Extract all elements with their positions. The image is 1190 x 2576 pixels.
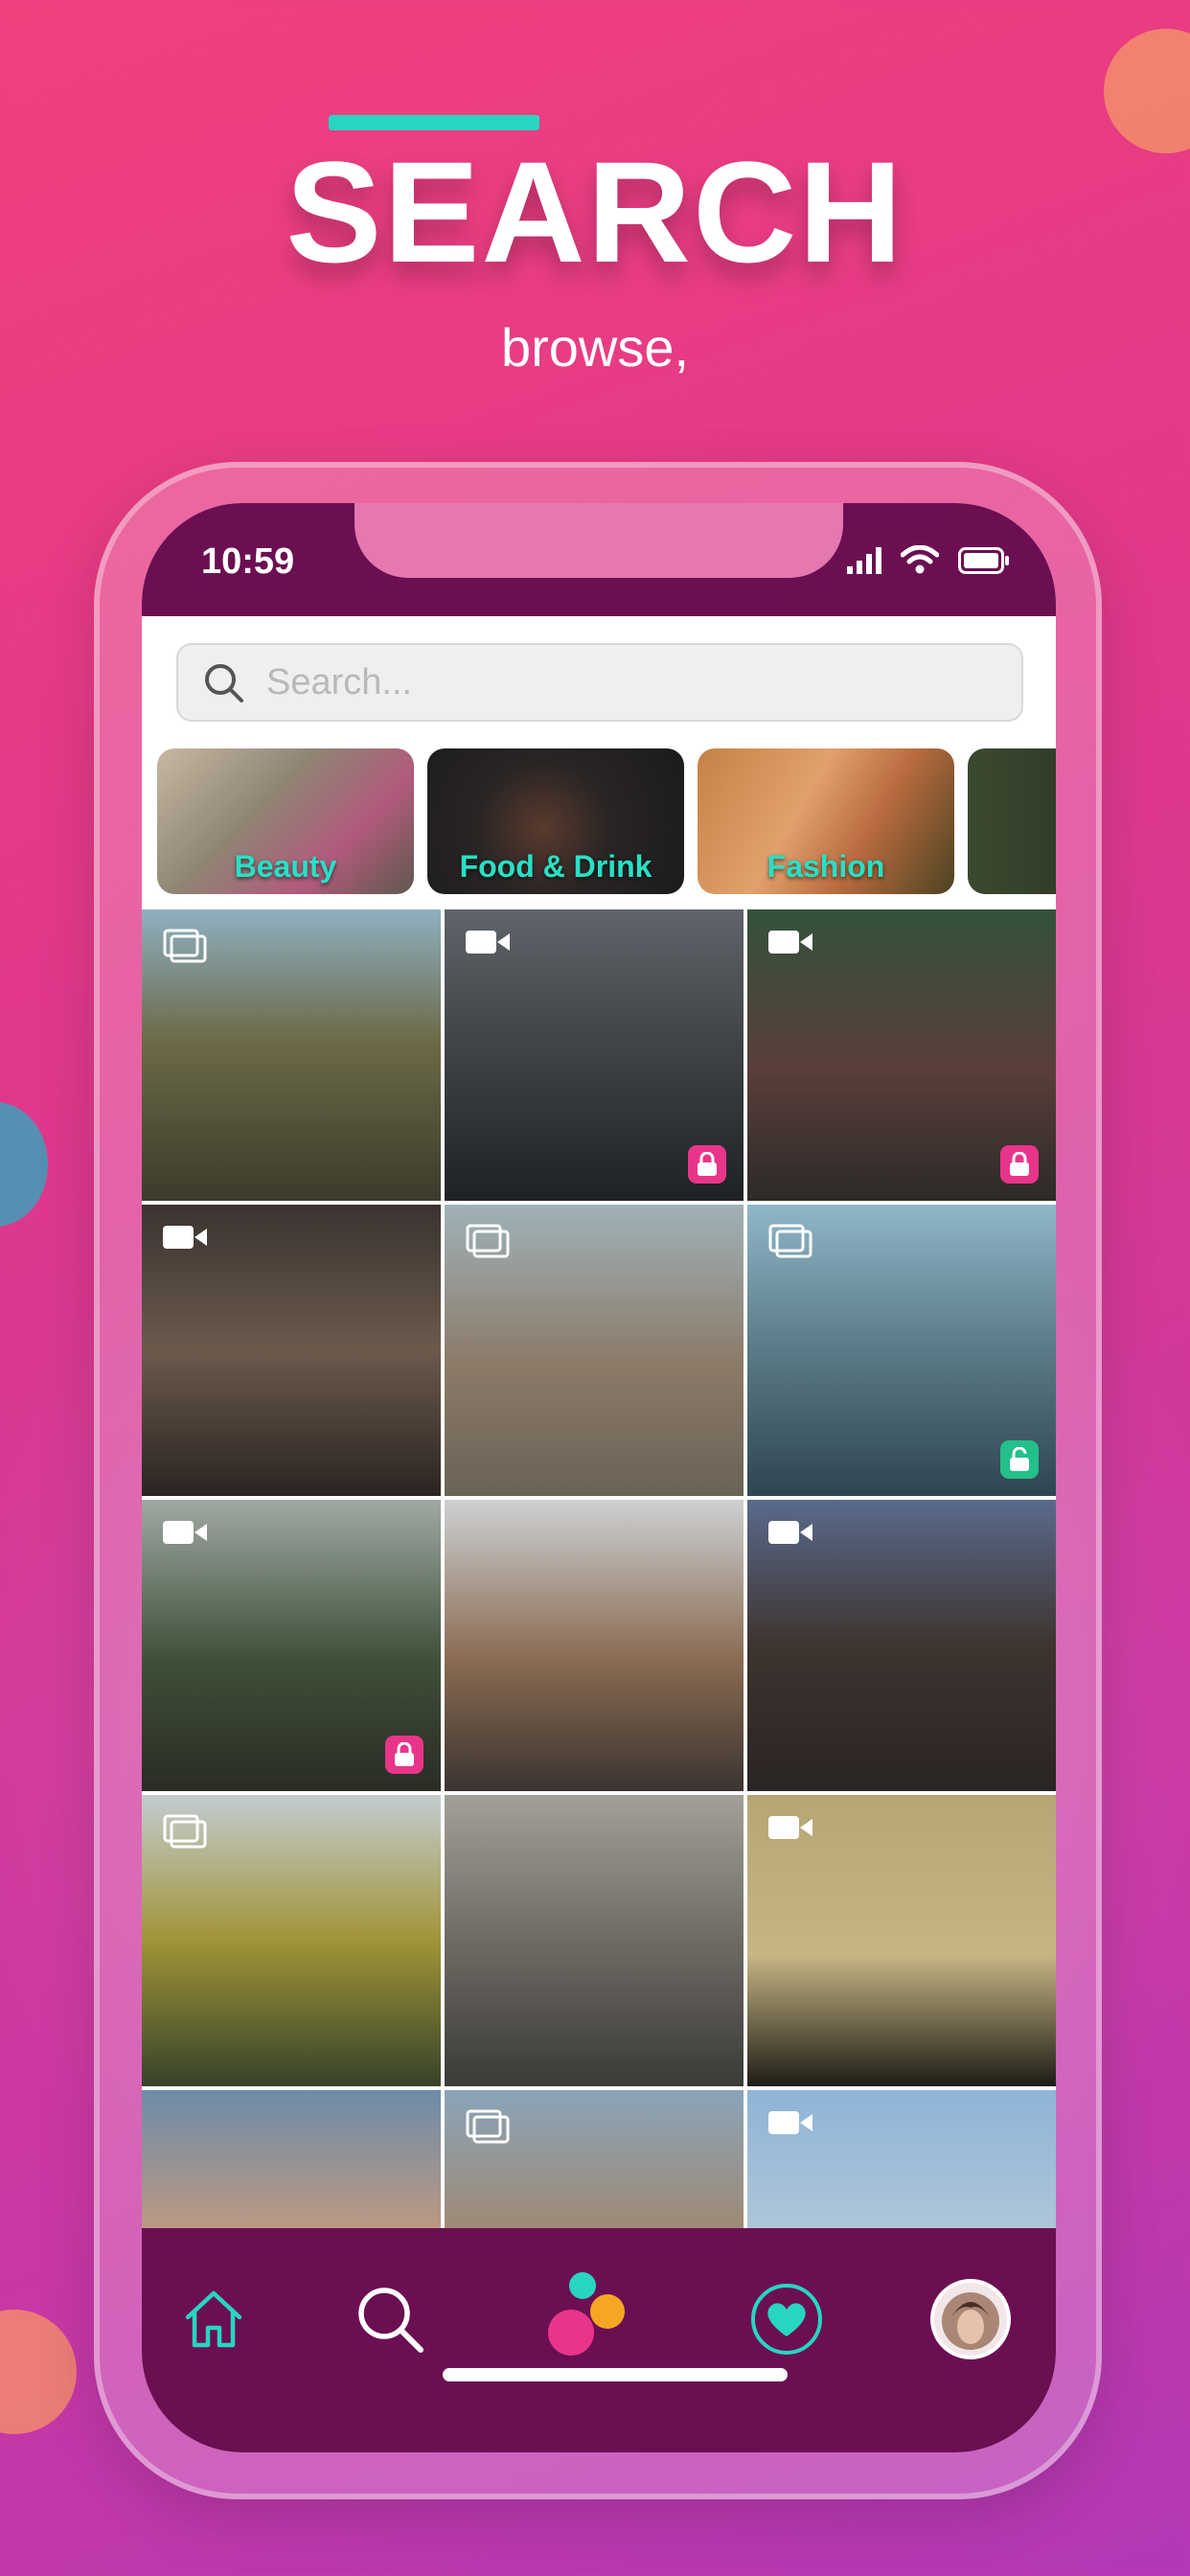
video-icon xyxy=(163,1226,207,1249)
status-time: 10:59 xyxy=(201,541,295,582)
locked-badge xyxy=(385,1736,423,1774)
locked-badge xyxy=(688,1145,726,1184)
promo-subline: browse, xyxy=(500,317,690,378)
create-icon xyxy=(548,2272,625,2356)
tab-favorites[interactable] xyxy=(744,2276,830,2362)
battery-icon xyxy=(958,547,1009,574)
photo-tile[interactable] xyxy=(445,2090,744,2251)
photo-tile[interactable] xyxy=(747,1795,1056,2086)
lock-icon xyxy=(395,1742,414,1766)
photo-tile[interactable] xyxy=(142,2090,441,2251)
photo-tile[interactable] xyxy=(445,909,744,1201)
lock-icon xyxy=(1010,1152,1029,1176)
status-icons xyxy=(847,545,1010,574)
home-indicator[interactable] xyxy=(443,2368,788,2381)
wifi-icon xyxy=(901,545,939,574)
search-icon xyxy=(358,2288,423,2353)
gallery-icon xyxy=(768,1224,812,1258)
photo-tile[interactable] xyxy=(445,1500,744,1791)
decorative-orange-circle-bottom xyxy=(0,2310,77,2434)
tab-create[interactable] xyxy=(544,2272,630,2362)
photo-tile[interactable] xyxy=(142,909,441,1201)
photo-tile[interactable] xyxy=(142,1205,441,1496)
category-carousel[interactable]: Beauty Food & Drink Fashion xyxy=(157,748,1056,900)
gallery-icon xyxy=(163,1814,207,1849)
status-bar: 10:59 xyxy=(142,503,1056,616)
gallery-icon xyxy=(466,1224,510,1258)
video-icon xyxy=(466,931,510,954)
tab-search[interactable] xyxy=(347,2276,433,2362)
gallery-icon xyxy=(163,929,207,963)
phone-notch xyxy=(355,503,843,578)
category-fashion[interactable]: Fashion xyxy=(698,748,954,894)
search-icon xyxy=(205,664,243,702)
photo-tile[interactable] xyxy=(747,2090,1056,2251)
category-label: Fashion xyxy=(767,849,885,884)
lock-icon xyxy=(698,1152,717,1176)
category-label: Food & Drink xyxy=(459,849,652,884)
tab-home[interactable] xyxy=(171,2276,257,2362)
photo-tile[interactable] xyxy=(445,1205,744,1496)
photo-tile[interactable] xyxy=(747,1205,1056,1496)
photo-tile[interactable] xyxy=(142,1795,441,2086)
locked-badge xyxy=(1000,1145,1039,1184)
decorative-teal-circle xyxy=(0,1102,48,1227)
search-area: Search... xyxy=(142,616,1056,750)
photo-tile[interactable] xyxy=(747,909,1056,1201)
video-icon xyxy=(768,2111,812,2134)
video-icon xyxy=(768,1816,812,1839)
home-icon xyxy=(185,2290,242,2348)
headline-accent-bar xyxy=(329,115,539,130)
signal-icon xyxy=(847,547,881,574)
search-input[interactable]: Search... xyxy=(176,643,1023,722)
video-icon xyxy=(768,1521,812,1544)
profile-avatar xyxy=(930,2279,1011,2359)
photo-tile[interactable] xyxy=(142,1500,441,1791)
category-beauty[interactable]: Beauty xyxy=(157,748,414,894)
favorites-icon xyxy=(751,2284,822,2355)
category-label: Beauty xyxy=(234,849,337,884)
phone-screen: 10:59 Search... xyxy=(142,503,1056,2452)
search-placeholder: Search... xyxy=(266,662,413,702)
video-icon xyxy=(768,931,812,954)
unlock-icon xyxy=(1010,1447,1029,1471)
photo-grid xyxy=(142,909,1056,2251)
unlocked-badge xyxy=(1000,1440,1039,1479)
gallery-icon xyxy=(466,2109,510,2144)
promo-headline: SEARCH xyxy=(286,131,904,292)
photo-tile[interactable] xyxy=(747,1500,1056,1791)
tab-bar xyxy=(142,2228,1056,2452)
photo-tile[interactable] xyxy=(445,1795,744,2086)
tab-profile[interactable] xyxy=(927,2276,1014,2362)
category-food-drink[interactable]: Food & Drink xyxy=(427,748,684,894)
video-icon xyxy=(163,1521,207,1544)
category-more[interactable] xyxy=(968,748,1056,894)
